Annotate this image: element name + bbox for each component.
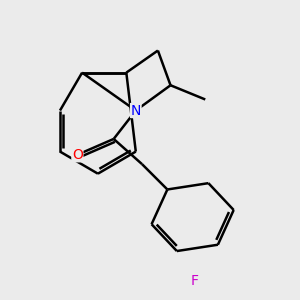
Text: F: F [190, 274, 198, 288]
Text: N: N [130, 103, 141, 118]
Text: O: O [72, 148, 83, 162]
